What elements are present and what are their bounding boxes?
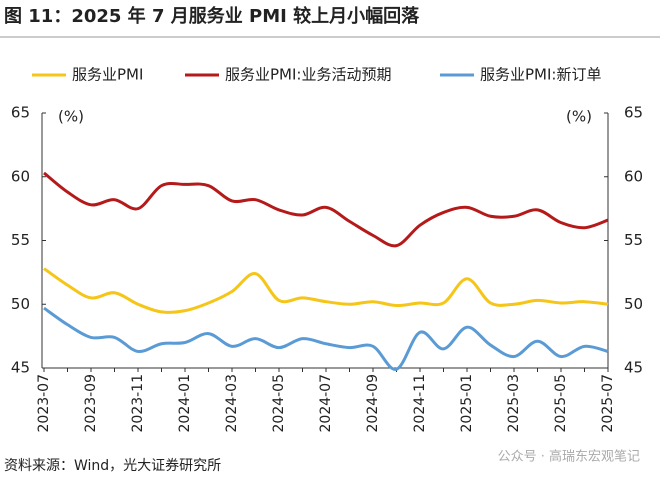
x-tick-label: 2024-07 (318, 374, 334, 433)
source: 资料来源：Wind，光大证券研究所 (4, 458, 221, 474)
y2-tick-label: 50 (624, 295, 643, 313)
y2-unit: (%) (566, 108, 592, 126)
x-tick-label: 2023-11 (130, 374, 146, 433)
legend-label: 服务业PMI (72, 66, 143, 84)
series-line (43, 171, 609, 248)
x-tick-label: 2023-09 (83, 374, 99, 433)
x-tick-label: 2024-05 (271, 374, 287, 433)
y-tick-label: 60 (11, 167, 30, 185)
legend-label: 服务业PMI:业务活动预期 (225, 66, 391, 84)
watermark: 公众号 · 高瑞东宏观笔记 (498, 449, 640, 465)
series-line (43, 267, 609, 314)
chart-title: 图 11：2025 年 7 月服务业 PMI 较上月小幅回落 (4, 5, 420, 27)
y2-tick-label: 45 (624, 359, 643, 377)
x-tick-label: 2024-01 (177, 374, 193, 433)
y2-tick-label: 60 (624, 167, 643, 185)
x-tick-label: 2025-03 (506, 374, 522, 433)
y-tick-label: 50 (11, 295, 30, 313)
legend-label: 服务业PMI:新订单 (480, 66, 601, 84)
x-tick-label: 2024-09 (365, 374, 381, 433)
y-tick-label: 55 (11, 231, 30, 249)
x-tick-label: 2024-03 (224, 374, 240, 433)
y-tick-label: 65 (11, 104, 30, 122)
y2-tick-label: 55 (624, 231, 643, 249)
x-tick-label: 2023-07 (36, 374, 52, 433)
x-tick-label: 2024-11 (412, 374, 428, 433)
x-tick-label: 2025-05 (553, 374, 569, 433)
x-tick-label: 2025-07 (600, 374, 616, 433)
series-line (43, 306, 609, 371)
x-tick-label: 2025-01 (459, 374, 475, 433)
y-unit: (%) (58, 108, 84, 126)
y-tick-label: 45 (11, 359, 30, 377)
y2-tick-label: 65 (624, 104, 643, 122)
